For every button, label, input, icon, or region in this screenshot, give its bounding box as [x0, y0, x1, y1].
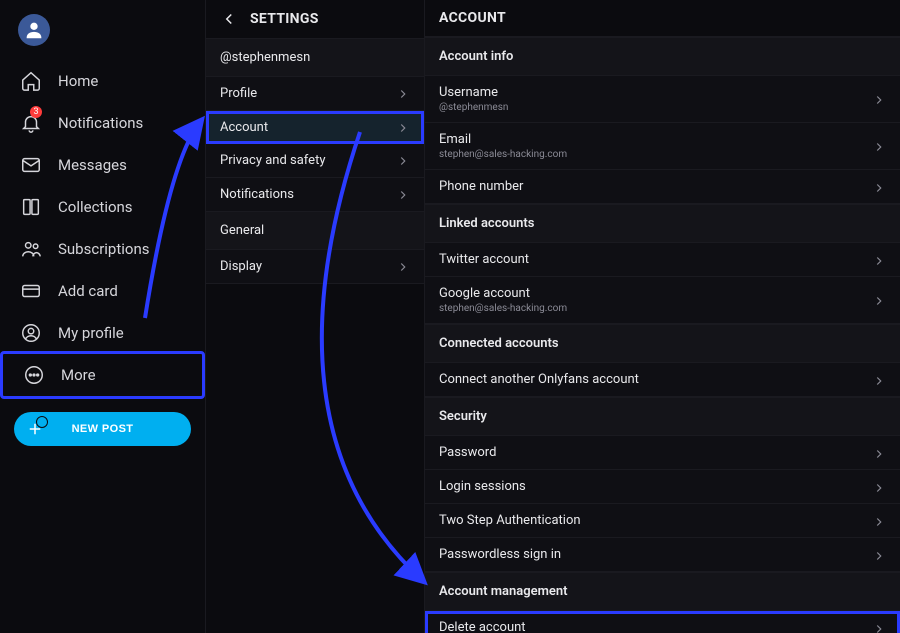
- chevron-right-icon: [872, 92, 886, 106]
- account-section-header: Linked accounts: [425, 204, 900, 243]
- account-section-header: Connected accounts: [425, 324, 900, 363]
- users-icon: [20, 238, 42, 260]
- nav-item-home[interactable]: Home: [0, 60, 205, 102]
- settings-row-account[interactable]: Account: [206, 111, 424, 144]
- notification-badge: 3: [30, 106, 42, 118]
- account-row-connect-another-onlyfans-account[interactable]: Connect another Onlyfans account: [425, 363, 900, 397]
- home-icon: [20, 70, 42, 92]
- nav-item-messages[interactable]: Messages: [0, 144, 205, 186]
- account-row-primary: Delete account: [439, 620, 526, 633]
- settings-title: SETTINGS: [250, 11, 319, 27]
- chevron-right-icon: [396, 260, 410, 274]
- nav-item-more[interactable]: More: [0, 351, 205, 399]
- avatar[interactable]: [18, 14, 50, 46]
- settings-handle: @stephenmesn: [206, 39, 424, 77]
- settings-row-profile[interactable]: Profile: [206, 77, 424, 111]
- account-row-phone-number[interactable]: Phone number: [425, 170, 900, 204]
- nav-item-my-profile[interactable]: My profile: [0, 312, 205, 354]
- left-nav: Home 3 Notifications Messages Collections Sub…: [0, 0, 205, 633]
- account-row-password[interactable]: Password: [425, 436, 900, 470]
- settings-header: SETTINGS: [206, 0, 424, 39]
- account-row-email[interactable]: Email stephen@sales-hacking.com: [425, 123, 900, 170]
- chevron-right-icon: [872, 180, 886, 194]
- account-section-header: Security: [425, 397, 900, 436]
- settings-column: SETTINGS @stephenmesn Profile Account Priv…: [205, 0, 425, 633]
- account-header: ACCOUNT: [425, 0, 900, 37]
- dots-icon: [23, 364, 45, 386]
- new-post-indicator: [36, 416, 48, 428]
- chevron-right-icon: [872, 480, 886, 494]
- account-title: ACCOUNT: [439, 10, 506, 26]
- account-row-delete-account[interactable]: Delete account: [425, 611, 900, 633]
- account-row-primary: Two Step Authentication: [439, 513, 581, 528]
- account-row-two-step-authentication[interactable]: Two Step Authentication: [425, 504, 900, 538]
- nav-item-subscriptions[interactable]: Subscriptions: [0, 228, 205, 270]
- chevron-right-icon: [396, 188, 410, 202]
- chevron-right-icon: [396, 154, 410, 168]
- row-label: Display: [220, 259, 262, 274]
- chevron-right-icon: [396, 87, 410, 101]
- nav-item-label: Notifications: [58, 114, 143, 132]
- account-row-primary: Google account: [439, 286, 567, 301]
- row-label: Account: [220, 120, 268, 135]
- row-label: Notifications: [220, 187, 294, 202]
- settings-row-notifications[interactable]: Notifications: [206, 178, 424, 212]
- chevron-right-icon: [872, 446, 886, 460]
- chevron-right-icon: [396, 121, 410, 135]
- account-row-username[interactable]: Username @stephenmesn: [425, 76, 900, 123]
- nav-item-label: Add card: [58, 282, 118, 300]
- settings-row-privacy-and-safety[interactable]: Privacy and safety: [206, 144, 424, 178]
- nav-item-label: Home: [58, 72, 98, 90]
- nav-item-add-card[interactable]: Add card: [0, 270, 205, 312]
- row-label: Privacy and safety: [220, 153, 325, 168]
- nav-item-label: More: [61, 366, 96, 384]
- settings-row-display[interactable]: Display: [206, 250, 424, 284]
- account-row-twitter-account[interactable]: Twitter account: [425, 243, 900, 277]
- account-row-primary: Login sessions: [439, 479, 526, 494]
- account-row-primary: Twitter account: [439, 252, 529, 267]
- nav-item-label: My profile: [58, 324, 124, 342]
- new-post-label: NEW POST: [72, 423, 134, 435]
- chevron-right-icon: [872, 139, 886, 153]
- account-row-primary: Password: [439, 445, 496, 460]
- account-column: ACCOUNT Account info Username @stephenmesn…: [425, 0, 900, 633]
- nav-item-label: Messages: [58, 156, 127, 174]
- account-row-primary: Email: [439, 132, 567, 147]
- back-icon[interactable]: [220, 10, 238, 28]
- chevron-right-icon: [872, 373, 886, 387]
- profile-icon: [20, 322, 42, 344]
- chevron-right-icon: [872, 621, 886, 633]
- chevron-right-icon: [872, 514, 886, 528]
- nav-item-notifications[interactable]: 3 Notifications: [0, 102, 205, 144]
- account-row-primary: Username: [439, 85, 508, 100]
- account-row-secondary: stephen@sales-hacking.com: [439, 303, 567, 314]
- nav-item-collections[interactable]: Collections: [0, 186, 205, 228]
- account-row-secondary: stephen@sales-hacking.com: [439, 149, 567, 160]
- message-icon: [20, 154, 42, 176]
- account-row-primary: Phone number: [439, 179, 523, 194]
- account-row-secondary: @stephenmesn: [439, 102, 508, 113]
- new-post-button[interactable]: NEW POST: [14, 412, 191, 446]
- bookmark-icon: [20, 196, 42, 218]
- account-row-login-sessions[interactable]: Login sessions: [425, 470, 900, 504]
- nav-item-label: Collections: [58, 198, 133, 216]
- chevron-right-icon: [872, 253, 886, 267]
- account-row-google-account[interactable]: Google account stephen@sales-hacking.com: [425, 277, 900, 324]
- row-label: Profile: [220, 86, 257, 101]
- chevron-right-icon: [872, 293, 886, 307]
- account-section-header: Account management: [425, 572, 900, 611]
- card-icon: [20, 280, 42, 302]
- chevron-right-icon: [872, 548, 886, 562]
- account-row-primary: Passwordless sign in: [439, 547, 561, 562]
- nav-item-label: Subscriptions: [58, 240, 149, 258]
- settings-general-label: General: [206, 212, 424, 250]
- account-section-header: Account info: [425, 37, 900, 76]
- account-row-primary: Connect another Onlyfans account: [439, 372, 639, 387]
- account-row-passwordless-sign-in[interactable]: Passwordless sign in: [425, 538, 900, 572]
